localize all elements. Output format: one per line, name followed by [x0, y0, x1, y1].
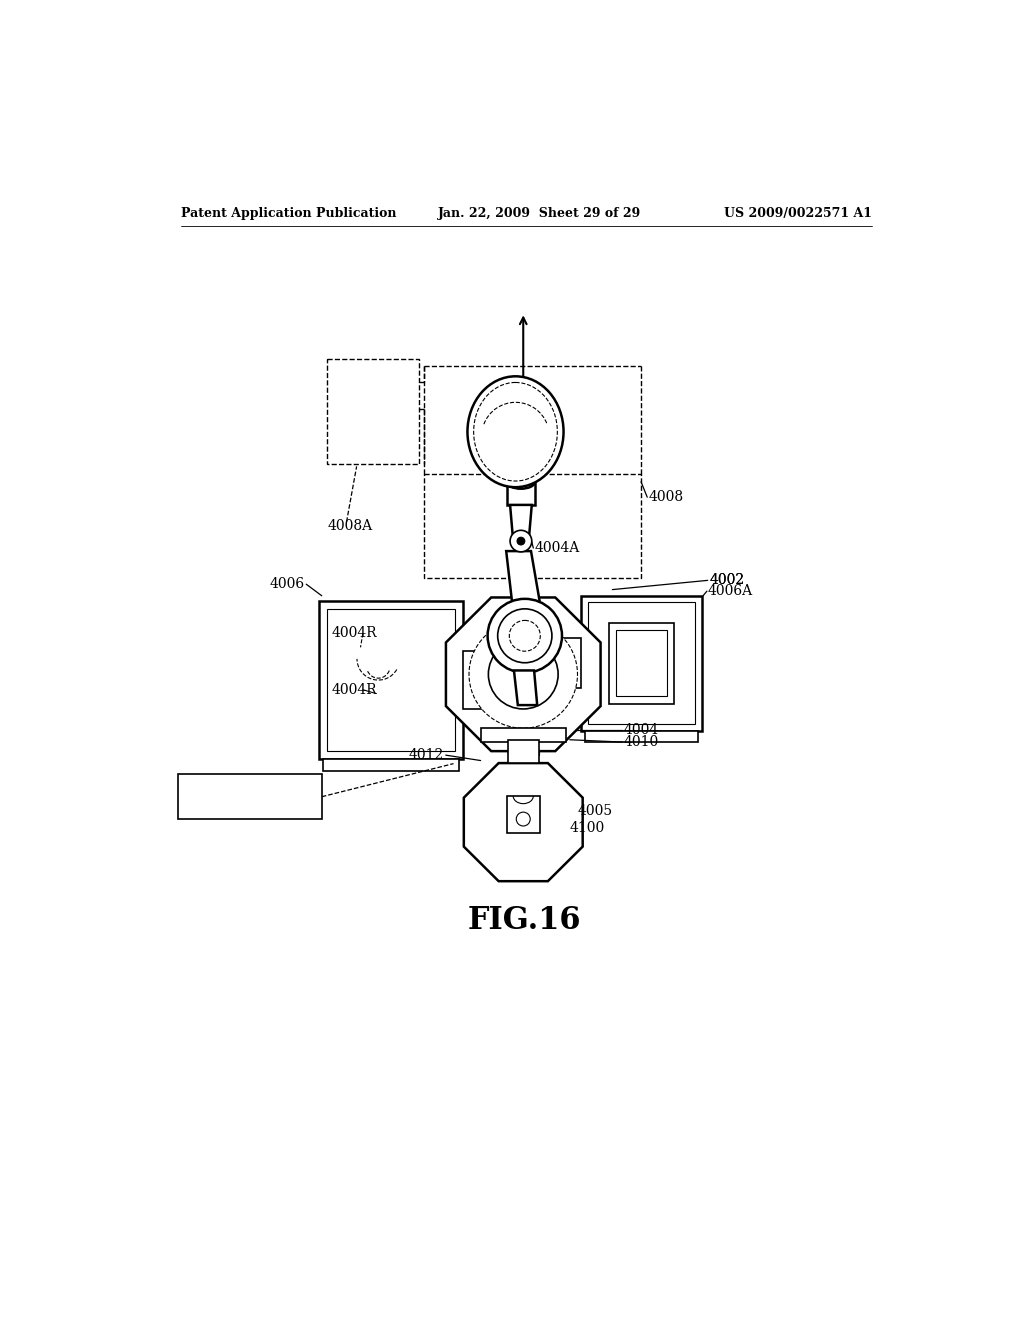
Polygon shape — [514, 671, 538, 705]
Bar — [480, 729, 566, 742]
Text: 4004R: 4004R — [332, 682, 378, 697]
Bar — [508, 739, 539, 763]
Bar — [608, 623, 675, 704]
Text: 4006A: 4006A — [708, 585, 753, 598]
Text: FIG.16: FIG.16 — [468, 906, 582, 936]
Polygon shape — [445, 598, 601, 751]
Bar — [328, 359, 419, 465]
Bar — [586, 730, 697, 742]
Bar — [328, 609, 455, 751]
Circle shape — [487, 599, 562, 673]
Polygon shape — [510, 506, 531, 541]
Circle shape — [516, 812, 530, 826]
Text: 4002: 4002 — [710, 573, 744, 587]
Bar — [319, 601, 463, 759]
Bar — [507, 796, 541, 833]
Text: CONTROLLER: CONTROLLER — [198, 789, 302, 804]
Circle shape — [517, 537, 524, 545]
Bar — [424, 474, 641, 578]
Text: Patent Application Publication: Patent Application Publication — [180, 207, 396, 220]
Bar — [463, 651, 506, 709]
Circle shape — [498, 609, 552, 663]
Text: 4006: 4006 — [269, 577, 305, 591]
Polygon shape — [464, 763, 583, 882]
Bar — [588, 602, 695, 725]
Text: 4012: 4012 — [409, 748, 444, 762]
Text: 4008A: 4008A — [328, 520, 373, 533]
Text: 4010: 4010 — [624, 735, 659, 748]
Text: 4004A: 4004A — [535, 541, 581, 554]
Text: US 2009/0022571 A1: US 2009/0022571 A1 — [724, 207, 872, 220]
Text: Jan. 22, 2009  Sheet 29 of 29: Jan. 22, 2009 Sheet 29 of 29 — [438, 207, 641, 220]
Bar — [539, 638, 582, 688]
Circle shape — [469, 620, 578, 729]
Polygon shape — [506, 552, 541, 605]
Ellipse shape — [474, 383, 557, 480]
Bar — [507, 482, 535, 506]
Bar — [178, 775, 322, 818]
Circle shape — [488, 640, 558, 709]
Text: 4004R: 4004R — [332, 627, 378, 640]
Circle shape — [509, 620, 541, 651]
Ellipse shape — [467, 376, 563, 487]
Text: 4002: 4002 — [710, 573, 744, 587]
Text: 4004: 4004 — [624, 723, 659, 737]
Text: 4008: 4008 — [649, 490, 684, 504]
Bar — [616, 631, 667, 696]
Bar — [324, 759, 459, 771]
Text: 4005: 4005 — [578, 804, 612, 817]
Text: 4100: 4100 — [569, 821, 605, 836]
Bar — [582, 595, 701, 730]
Circle shape — [510, 531, 531, 552]
